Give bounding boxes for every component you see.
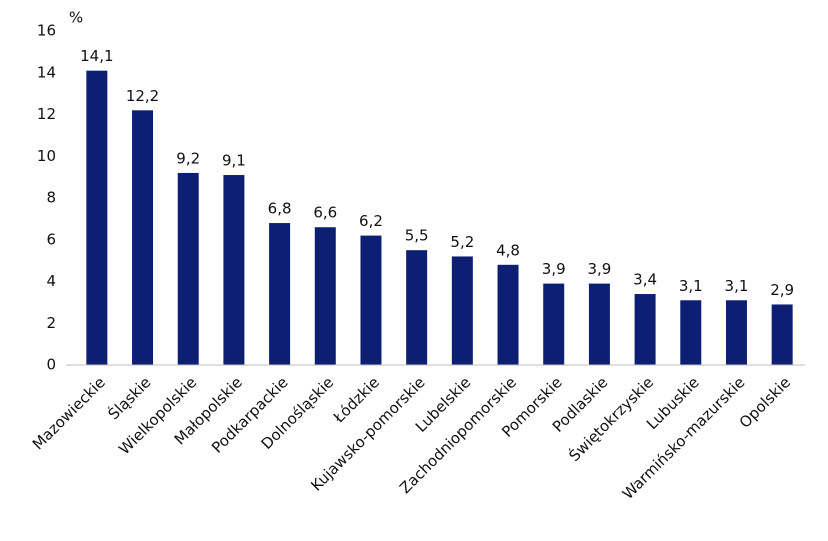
bar (269, 223, 291, 365)
value-label: 3,9 (587, 260, 611, 278)
bar (314, 227, 336, 365)
y-tick-label: 8 (46, 189, 56, 207)
value-label: 14,1 (80, 47, 113, 65)
value-label: 6,8 (268, 200, 292, 218)
value-label: 9,2 (176, 149, 200, 167)
y-tick-label: 0 (46, 356, 56, 374)
value-label: 6,2 (359, 212, 383, 230)
y-tick-label: 14 (37, 63, 56, 81)
value-label: 3,1 (679, 277, 703, 295)
x-tick-label: Mazowieckie (29, 373, 109, 453)
bar (451, 256, 473, 365)
x-tick-label: Opolskie (736, 373, 794, 431)
bar (132, 110, 154, 365)
value-label: 2,9 (770, 281, 794, 299)
value-label: 5,2 (450, 233, 474, 251)
value-label: 4,8 (496, 241, 520, 259)
bar (497, 264, 519, 365)
bar (588, 283, 610, 365)
y-axis-unit: % (69, 9, 83, 27)
bar (86, 70, 108, 365)
y-tick-label: 4 (46, 272, 56, 290)
y-tick-label: 16 (37, 22, 56, 40)
y-tick-label: 2 (46, 314, 56, 332)
value-label: 3,9 (542, 260, 566, 278)
bar (680, 300, 702, 365)
value-label: 9,1 (222, 152, 246, 170)
value-label: 3,1 (725, 277, 749, 295)
value-label: 6,6 (313, 204, 337, 222)
bar (771, 304, 793, 365)
value-label: 3,4 (633, 271, 657, 289)
bar (177, 172, 199, 365)
value-label: 5,5 (405, 227, 429, 245)
y-tick-label: 6 (46, 230, 56, 248)
bar (543, 283, 565, 365)
bar (634, 294, 656, 365)
y-tick-label: 12 (37, 105, 56, 123)
bar (406, 250, 428, 365)
value-label: 12,2 (126, 87, 159, 105)
y-tick-label: 10 (37, 147, 56, 165)
bar (360, 235, 382, 365)
bar (223, 175, 245, 365)
bar (725, 300, 747, 365)
